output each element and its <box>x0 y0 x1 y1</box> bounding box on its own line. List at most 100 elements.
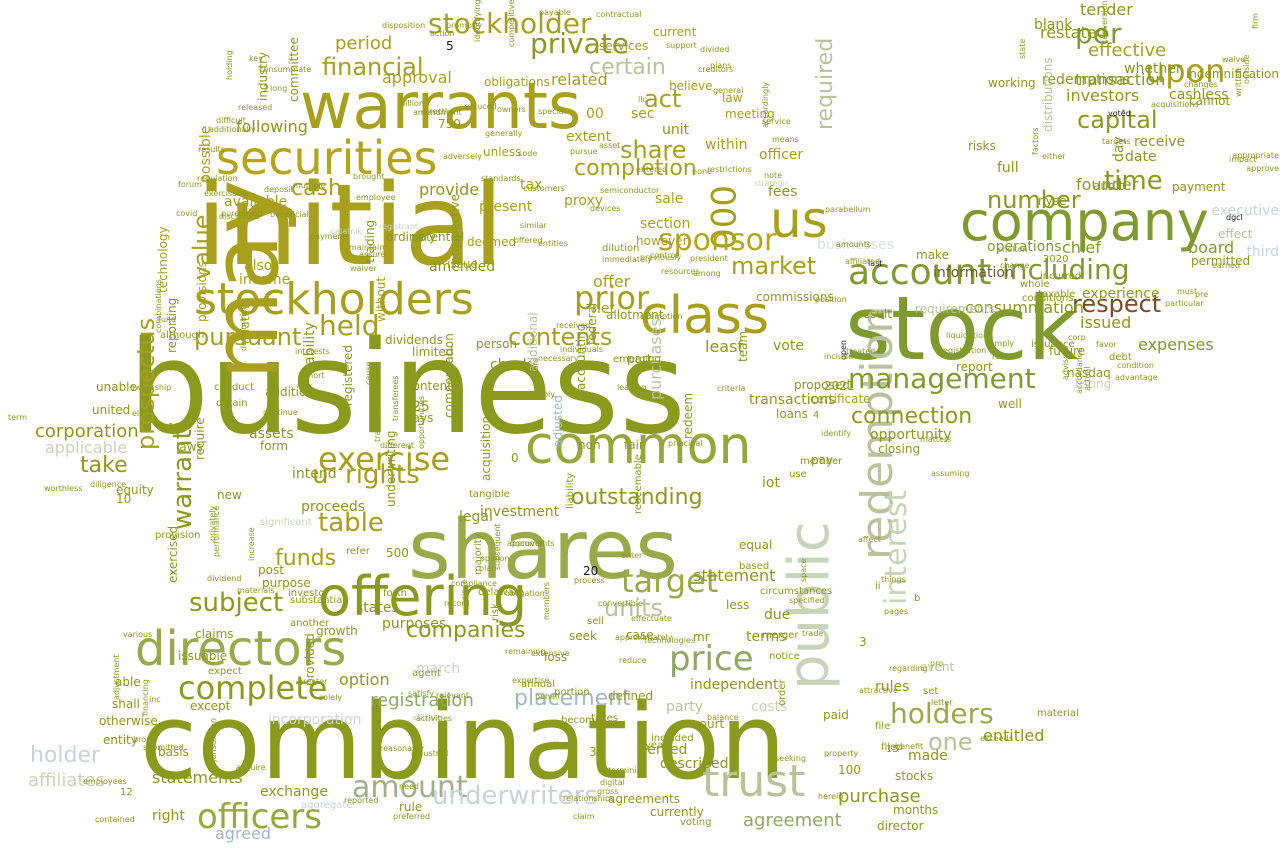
word-part: part <box>627 352 652 366</box>
word-vote: vote <box>773 338 804 354</box>
word-offered: offered <box>514 236 543 245</box>
word-event: event <box>920 660 955 674</box>
word-purchase: purchase <box>838 786 921 807</box>
word-consummation: consummation <box>965 298 1084 317</box>
word-share: share <box>620 136 687 164</box>
word-diligence: diligence <box>90 480 127 489</box>
word-benefit: benefit <box>895 742 924 751</box>
word-state: state <box>1018 38 1027 59</box>
word-members: members <box>542 582 551 620</box>
word-identifying: identifying <box>473 0 482 43</box>
word-information: information <box>933 265 1014 281</box>
word-expertise: expertise <box>512 676 550 685</box>
word-transferees: transferees <box>391 375 400 421</box>
word-service: service <box>762 117 791 126</box>
word-holder: holder <box>30 743 101 768</box>
word-agreements: agreements <box>608 792 681 806</box>
word-related: related <box>551 70 608 89</box>
word-assure: assure <box>359 250 386 259</box>
word-risk: risk <box>490 603 501 621</box>
word-beneficial: beneficial <box>270 210 309 219</box>
word-offer: offer <box>593 272 631 291</box>
word-pro: pro <box>930 659 944 668</box>
word-services: services <box>599 39 649 53</box>
word-nasdaq: nasdaq <box>1067 366 1111 380</box>
word-affect: affect <box>858 535 881 544</box>
word-capital: capital <box>1077 106 1158 134</box>
word-tax: tax <box>520 177 543 193</box>
word-key: key <box>249 54 264 63</box>
word-investors: investors <box>1066 86 1140 105</box>
word-operations: operations <box>987 239 1062 255</box>
word-costs: costs <box>751 699 788 715</box>
word-certain: certain <box>589 55 666 80</box>
word-asset: asset <box>599 141 621 150</box>
word-debt: debt <box>1109 352 1132 363</box>
word-potential: potential <box>411 230 465 244</box>
word-special: special <box>538 107 566 116</box>
word-target: target <box>621 562 719 600</box>
word-new: new <box>217 488 242 502</box>
word-among: among <box>693 269 721 278</box>
word-three: three <box>553 740 575 749</box>
word-date: date <box>1125 149 1157 165</box>
word-portion: portion <box>554 687 590 698</box>
word-obligations: obligations <box>484 75 550 89</box>
word-one: one <box>928 728 973 756</box>
word-voted: voted <box>1108 109 1131 118</box>
word-employee: employee <box>356 193 396 202</box>
word-preferred: preferred <box>393 812 431 821</box>
word-matters: matters <box>920 435 952 444</box>
word-set: set <box>923 686 939 697</box>
word-previously: previously <box>640 253 682 262</box>
word-make: make <box>916 248 949 262</box>
word-similar: similar <box>520 221 547 230</box>
word-time: time <box>1104 166 1163 196</box>
word-regulation: regulation <box>197 174 238 183</box>
word-option: option <box>339 670 390 689</box>
word-contractual: contractual <box>596 10 642 19</box>
word-directors: directors <box>135 621 347 677</box>
word-following: following <box>236 117 308 136</box>
word-industrial: industrial <box>411 749 449 758</box>
word-enter: enter <box>621 551 643 560</box>
word-result: result <box>858 307 892 321</box>
word-amended: amended <box>429 259 496 275</box>
word-b: b <box>914 593 921 604</box>
word-exchange: exchange <box>260 784 328 800</box>
word-satisfy: satisfy <box>408 689 435 698</box>
word-either: either <box>1042 152 1066 161</box>
word-otherwise: otherwise <box>99 714 158 728</box>
word-days: days <box>405 411 434 425</box>
word-net: net <box>592 301 615 317</box>
word-table: table <box>318 508 384 538</box>
word-conditions: conditions <box>1022 293 1074 304</box>
word-2021: 2021 <box>824 379 855 393</box>
word-case: case <box>626 628 654 642</box>
word-right: right <box>152 808 185 824</box>
word-00: 00 <box>586 106 604 122</box>
word-party: party <box>666 699 703 715</box>
word-independent: independent <box>690 677 779 693</box>
word-mr: mr <box>693 630 710 644</box>
word-cannot: cannot <box>1189 94 1231 108</box>
word-favor: favor <box>1096 340 1117 349</box>
word-combinations: combinations <box>154 279 163 333</box>
word-reported: reported <box>344 796 379 805</box>
word-pre: pre <box>1195 290 1209 299</box>
word-750: 750 <box>438 117 461 131</box>
word-described: described <box>660 756 729 772</box>
word-pursuant: pursuant <box>194 323 302 351</box>
word-addition: addition <box>265 385 314 399</box>
word-claims: claims <box>195 627 234 641</box>
word-activities: activities <box>416 714 453 723</box>
word-held: held <box>319 309 380 342</box>
word-transactions: transactions <box>749 392 836 408</box>
word-continue: continue <box>263 408 298 417</box>
word-ii: ii <box>875 581 881 592</box>
word-full: full <box>997 160 1019 176</box>
word-property: property <box>824 749 859 758</box>
word-director: director <box>877 819 924 833</box>
word-exercise: exercise <box>318 440 451 478</box>
word-entity: entity <box>103 733 138 747</box>
